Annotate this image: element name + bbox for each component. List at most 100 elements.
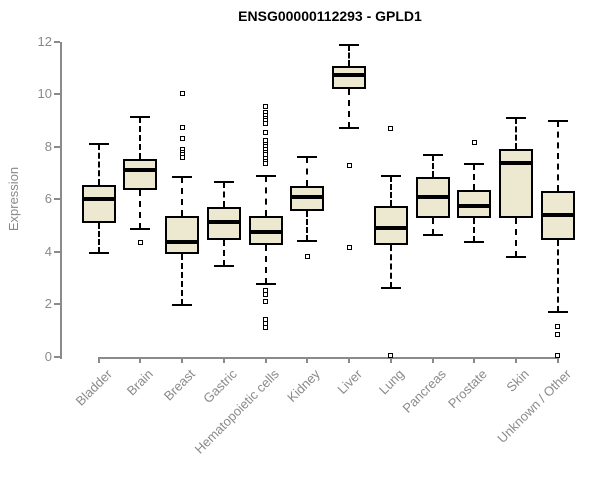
x-axis-line bbox=[98, 357, 559, 359]
upper-whisker-kidney bbox=[306, 157, 309, 187]
upper-whisker-skin bbox=[515, 118, 518, 150]
y-tick bbox=[54, 93, 60, 96]
outlier-unknown-other bbox=[555, 352, 561, 358]
outlier-prostate bbox=[471, 140, 477, 146]
lower-whisker-liver bbox=[348, 89, 351, 129]
upper-whisker-pancreas bbox=[431, 154, 434, 177]
x-tick bbox=[222, 357, 225, 363]
lower-whisker-cap-brain bbox=[130, 228, 151, 231]
y-tick-label: 4 bbox=[44, 243, 52, 259]
upper-whisker-breast bbox=[181, 176, 184, 217]
outlier-liver bbox=[346, 245, 352, 251]
median-gastric bbox=[206, 219, 241, 224]
y-tick-label: 12 bbox=[37, 34, 52, 49]
median-lung bbox=[373, 226, 408, 231]
lower-whisker-bladder bbox=[97, 222, 100, 253]
lower-whisker-cap-gastric bbox=[213, 265, 234, 268]
x-tick bbox=[389, 357, 392, 363]
lower-whisker-cap-hematopoietic-cells bbox=[255, 283, 276, 286]
outlier-kidney bbox=[304, 254, 310, 260]
outlier-unknown-other bbox=[555, 323, 561, 329]
outlier-hematopoietic-cells bbox=[263, 103, 269, 109]
upper-whisker-cap-brain bbox=[130, 115, 151, 118]
upper-whisker-cap-prostate bbox=[464, 162, 485, 165]
x-tick bbox=[139, 357, 142, 363]
outlier-hematopoietic-cells bbox=[263, 298, 269, 304]
median-kidney bbox=[290, 194, 325, 199]
y-tick-label: 6 bbox=[44, 191, 52, 207]
outlier-breast bbox=[179, 136, 185, 142]
upper-whisker-cap-hematopoietic-cells bbox=[255, 174, 276, 177]
outlier-lung bbox=[388, 352, 394, 358]
x-tick bbox=[473, 357, 476, 363]
y-tick-label: 8 bbox=[44, 138, 52, 154]
outlier-hematopoietic-cells bbox=[263, 292, 269, 298]
upper-whisker-cap-breast bbox=[172, 175, 193, 178]
x-tick bbox=[264, 357, 267, 363]
lower-whisker-breast bbox=[181, 254, 184, 306]
y-tick-label: 10 bbox=[37, 86, 52, 102]
x-tick bbox=[306, 357, 309, 363]
upper-whisker-bladder bbox=[97, 144, 100, 185]
median-skin bbox=[499, 160, 534, 165]
upper-whisker-cap-lung bbox=[380, 174, 401, 177]
lower-whisker-brain bbox=[139, 190, 142, 230]
y-tick bbox=[54, 198, 60, 201]
chart-title: ENSG00000112293 - GPLD1 bbox=[238, 8, 422, 24]
lower-whisker-cap-liver bbox=[339, 127, 360, 130]
upper-whisker-prostate bbox=[473, 163, 476, 191]
lower-whisker-skin bbox=[515, 217, 518, 257]
outlier-unknown-other bbox=[555, 331, 561, 337]
upper-whisker-unknown-other bbox=[556, 120, 559, 192]
upper-whisker-gastric bbox=[222, 182, 225, 208]
box-bladder bbox=[81, 184, 116, 223]
lower-whisker-cap-unknown-other bbox=[547, 310, 568, 313]
outlier-hematopoietic-cells bbox=[263, 129, 269, 135]
median-breast bbox=[165, 240, 200, 245]
outlier-hematopoietic-cells bbox=[263, 161, 269, 167]
box-liver bbox=[332, 65, 367, 90]
upper-whisker-cap-unknown-other bbox=[547, 119, 568, 122]
outlier-breast bbox=[179, 90, 185, 96]
median-hematopoietic-cells bbox=[248, 230, 283, 234]
y-tick-label: 2 bbox=[44, 296, 52, 312]
median-prostate bbox=[457, 203, 492, 208]
x-tick bbox=[515, 357, 518, 363]
lower-whisker-lung bbox=[389, 245, 392, 289]
box-lung bbox=[373, 205, 408, 246]
y-axis-line bbox=[60, 42, 62, 359]
median-liver bbox=[332, 72, 367, 77]
x-tick bbox=[556, 357, 559, 363]
upper-whisker-hematopoietic-cells bbox=[264, 175, 267, 217]
upper-whisker-lung bbox=[389, 175, 392, 206]
lower-whisker-hematopoietic-cells bbox=[264, 245, 267, 285]
y-tick bbox=[54, 145, 60, 148]
x-tick bbox=[348, 357, 351, 363]
outlier-breast bbox=[179, 124, 185, 130]
lower-whisker-cap-skin bbox=[506, 255, 527, 258]
upper-whisker-brain bbox=[139, 116, 142, 159]
outlier-hematopoietic-cells bbox=[263, 120, 269, 126]
y-tick bbox=[54, 303, 60, 306]
median-bladder bbox=[81, 197, 116, 202]
median-brain bbox=[123, 168, 158, 173]
y-tick bbox=[54, 355, 60, 358]
lower-whisker-kidney bbox=[306, 211, 309, 242]
upper-whisker-cap-kidney bbox=[297, 156, 318, 159]
median-pancreas bbox=[415, 194, 450, 199]
upper-whisker-cap-liver bbox=[339, 43, 360, 46]
x-tick bbox=[431, 357, 434, 363]
lower-whisker-pancreas bbox=[431, 217, 434, 235]
upper-whisker-liver bbox=[348, 44, 351, 66]
upper-whisker-cap-skin bbox=[506, 117, 527, 119]
outlier-lung bbox=[388, 125, 394, 131]
y-tick bbox=[54, 41, 60, 43]
outlier-breast bbox=[179, 154, 185, 160]
lower-whisker-cap-bladder bbox=[88, 251, 109, 254]
outlier-liver bbox=[346, 162, 352, 168]
y-tick bbox=[54, 250, 60, 253]
lower-whisker-cap-prostate bbox=[464, 241, 485, 244]
y-tick-label: 0 bbox=[44, 348, 52, 364]
box-brain bbox=[123, 158, 158, 191]
